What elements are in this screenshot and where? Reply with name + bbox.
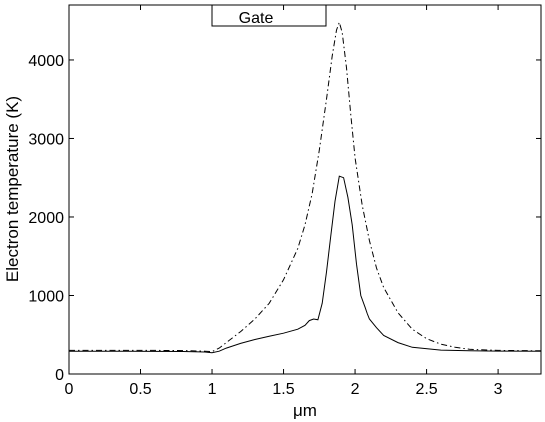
y-axis-title: Electron temperature (K) xyxy=(3,96,22,282)
x-axis-title: μm xyxy=(293,401,317,420)
gate-label: Gate xyxy=(239,10,274,27)
y-tick-label: 3000 xyxy=(28,131,64,148)
x-tick-label: 2.5 xyxy=(415,381,437,398)
series-line-2 xyxy=(69,20,542,353)
gate-annotation: Gate xyxy=(211,4,327,27)
x-tick-label: 0.5 xyxy=(129,381,151,398)
x-tick-label: 1.5 xyxy=(272,381,294,398)
x-axis-ticks: 0 0.5 1 1.5 2 2.5 3 xyxy=(65,5,503,398)
y-tick-label: 4000 xyxy=(28,53,64,70)
x-tick-label: 2 xyxy=(351,381,360,398)
series-line-1 xyxy=(69,175,542,354)
x-tick-label: 3 xyxy=(494,381,503,398)
gate-box xyxy=(211,4,327,27)
y-tick-label: 1000 xyxy=(28,288,64,305)
plot-area xyxy=(68,4,542,375)
x-tick-label: 0 xyxy=(65,381,74,398)
y-axis-ticks: 0 1000 2000 3000 4000 xyxy=(28,53,541,384)
series-layer xyxy=(69,20,542,354)
x-tick-label: 1 xyxy=(208,381,217,398)
y-tick-label: 0 xyxy=(55,367,64,384)
y-tick-label: 2000 xyxy=(28,210,64,227)
